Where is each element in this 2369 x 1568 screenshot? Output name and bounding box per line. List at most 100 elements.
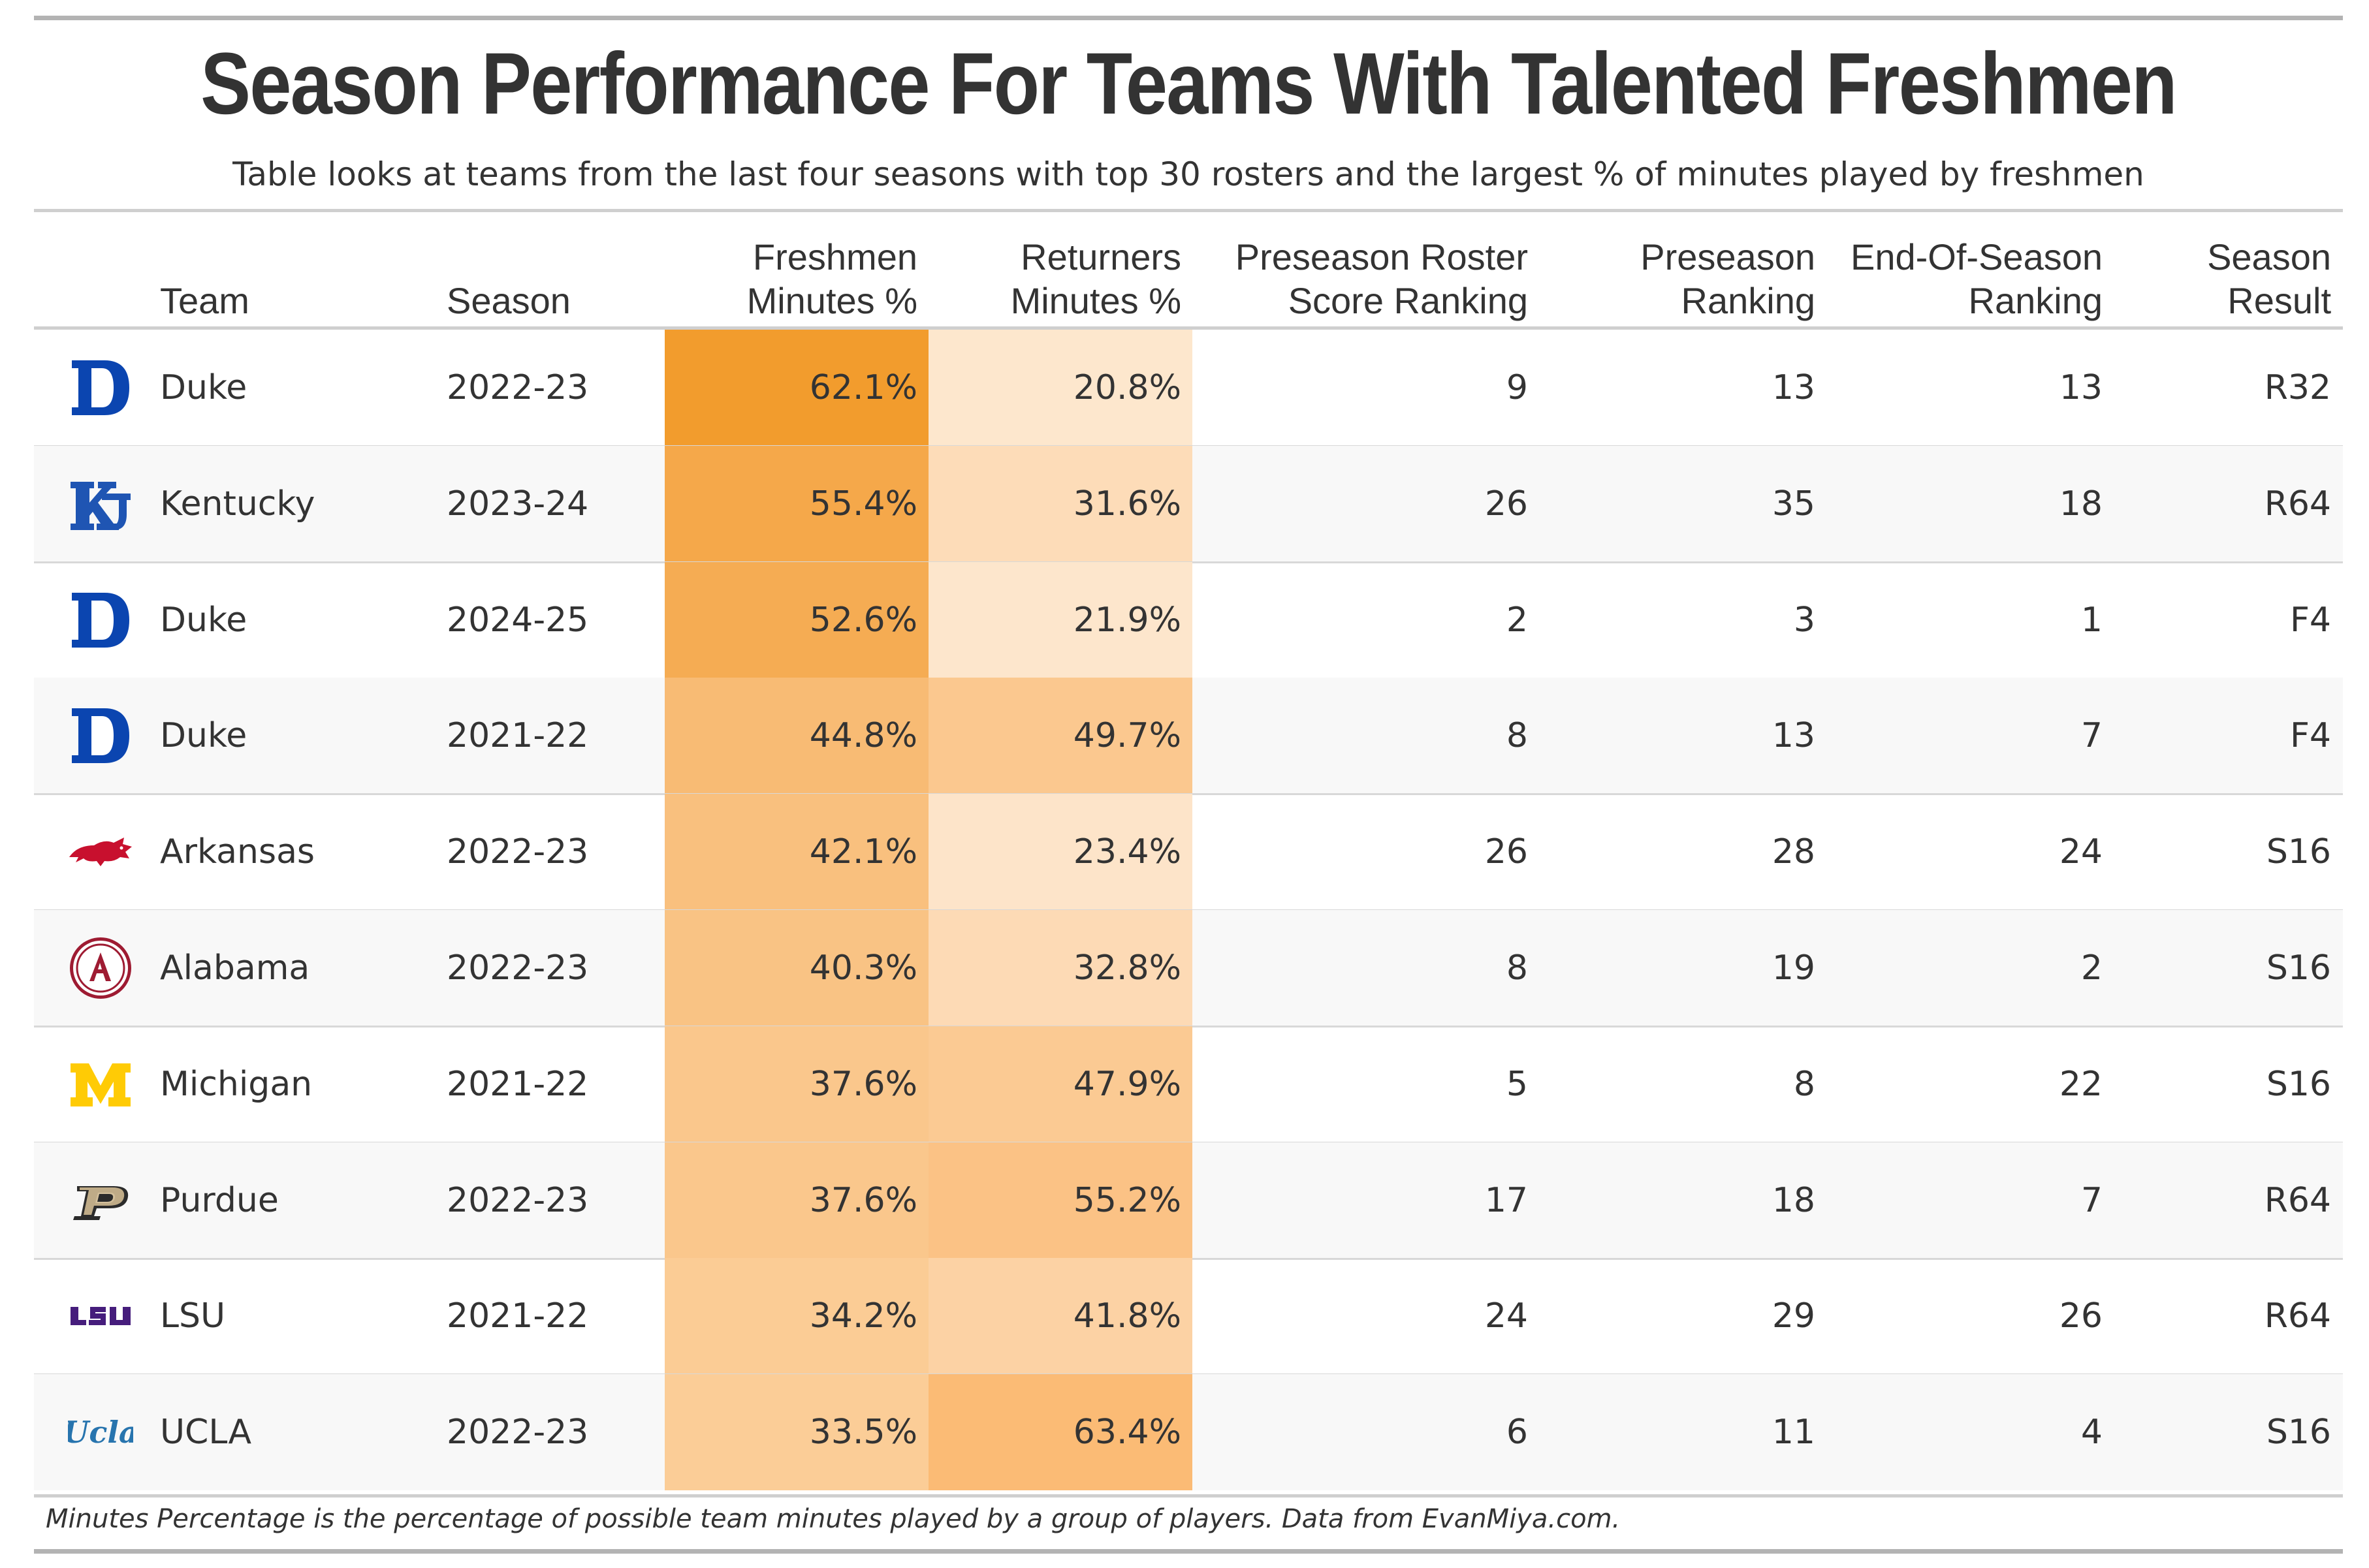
season-cell: 2022-23 bbox=[447, 368, 589, 407]
freshmen-minutes-cell: 44.8% bbox=[809, 716, 917, 756]
header-top-rule bbox=[34, 209, 2343, 212]
table-row: Duke 2021-22 44.8% 49.7% 8 13 7 F4 bbox=[34, 678, 2343, 796]
alabama-logo bbox=[68, 935, 133, 1001]
preseason-rank-cell: 3 bbox=[1793, 600, 1815, 640]
preseason-rank-cell: 35 bbox=[1772, 484, 1815, 524]
header-bottom-rule bbox=[34, 326, 2343, 330]
roster-rank-cell: 26 bbox=[1484, 484, 1528, 524]
end-of-season-rank-cell: 2 bbox=[2080, 949, 2103, 988]
roster-rank-cell: 5 bbox=[1506, 1064, 1528, 1104]
preseason-rank-cell: 8 bbox=[1793, 1064, 1815, 1104]
team-name-cell: LSU bbox=[160, 1296, 226, 1336]
duke-logo bbox=[68, 355, 133, 420]
roster-rank-cell: 8 bbox=[1506, 716, 1528, 756]
end-of-season-rank-cell: 24 bbox=[2059, 832, 2103, 872]
season-result-cell: S16 bbox=[2266, 949, 2331, 988]
team-name-cell: Duke bbox=[160, 600, 247, 640]
freshmen-heat-fill bbox=[665, 1258, 929, 1375]
svg-text:Ucla: Ucla bbox=[68, 1415, 133, 1450]
ucla-logo: Ucla bbox=[63, 1400, 138, 1465]
freshmen-minutes-cell: 52.6% bbox=[809, 600, 917, 640]
preseason-rank-cell: 13 bbox=[1772, 716, 1815, 756]
roster-rank-cell: 24 bbox=[1484, 1296, 1528, 1336]
team-name-cell: UCLA bbox=[160, 1413, 252, 1452]
roster-rank-cell: 8 bbox=[1506, 949, 1528, 988]
season-cell: 2022-23 bbox=[447, 949, 589, 988]
column-header-returners: Returners Minutes % bbox=[929, 225, 1181, 322]
season-result-cell: S16 bbox=[2266, 832, 2331, 872]
season-result-cell: R64 bbox=[2264, 1180, 2331, 1220]
returners-heat-fill bbox=[929, 1142, 1192, 1259]
preseason-rank-cell: 18 bbox=[1772, 1180, 1815, 1220]
table-row: Alabama 2022-23 40.3% 32.8% 8 19 2 S16 bbox=[34, 910, 2343, 1027]
freshmen-heat-fill bbox=[665, 678, 929, 794]
team-name-cell: Arkansas bbox=[160, 832, 315, 872]
table-bottom-rule bbox=[34, 1494, 2343, 1497]
returners-heat-fill bbox=[929, 445, 1192, 562]
season-result-cell: R64 bbox=[2264, 484, 2331, 524]
returners-minutes-cell: 41.8% bbox=[1073, 1296, 1181, 1336]
header-result-line2: Result bbox=[2227, 280, 2331, 321]
season-result-cell: F4 bbox=[2290, 600, 2331, 640]
header-result-line1: Season bbox=[2207, 236, 2331, 277]
returners-heat-fill bbox=[929, 330, 1192, 446]
season-cell: 2022-23 bbox=[447, 1180, 589, 1220]
header-returners-line2: Minutes % bbox=[1010, 280, 1181, 321]
end-of-season-rank-cell: 4 bbox=[2080, 1413, 2103, 1452]
table-row: Kentucky 2023-24 55.4% 31.6% 26 35 18 R64 bbox=[34, 445, 2343, 563]
returners-minutes-cell: 63.4% bbox=[1073, 1413, 1181, 1452]
freshmen-heat-fill bbox=[665, 1142, 929, 1259]
freshmen-minutes-cell: 62.1% bbox=[809, 368, 917, 407]
team-name-cell: Purdue bbox=[160, 1180, 279, 1220]
end-of-season-rank-cell: 22 bbox=[2059, 1064, 2103, 1104]
lsu-logo bbox=[68, 1283, 133, 1349]
header-returners-line1: Returners bbox=[1021, 236, 1181, 277]
roster-rank-cell: 9 bbox=[1506, 368, 1528, 407]
team-name-cell: Duke bbox=[160, 716, 247, 756]
roster-rank-cell: 6 bbox=[1506, 1413, 1528, 1452]
column-header-freshmen: Freshmen Minutes % bbox=[665, 225, 917, 322]
team-name-cell: Duke bbox=[160, 368, 247, 407]
preseason-rank-cell: 13 bbox=[1772, 368, 1815, 407]
returners-heat-fill bbox=[929, 1258, 1192, 1375]
freshmen-heat-fill bbox=[665, 1026, 929, 1142]
returners-minutes-cell: 20.8% bbox=[1073, 368, 1181, 407]
season-cell: 2022-23 bbox=[447, 832, 589, 872]
season-result-cell: F4 bbox=[2290, 716, 2331, 756]
freshmen-minutes-cell: 42.1% bbox=[809, 832, 917, 872]
header-roster-line2: Score Ranking bbox=[1288, 280, 1528, 321]
header-freshmen-line2: Minutes % bbox=[746, 280, 917, 321]
returners-minutes-cell: 23.4% bbox=[1073, 832, 1181, 872]
preseason-rank-cell: 11 bbox=[1772, 1413, 1815, 1452]
season-result-cell: S16 bbox=[2266, 1064, 2331, 1104]
returners-heat-fill bbox=[929, 794, 1192, 911]
top-rule bbox=[34, 16, 2343, 20]
returners-minutes-cell: 31.6% bbox=[1073, 484, 1181, 524]
table-row: Michigan 2021-22 37.6% 47.9% 5 8 22 S16 bbox=[34, 1026, 2343, 1144]
michigan-logo bbox=[68, 1052, 133, 1117]
season-cell: 2021-22 bbox=[447, 1064, 589, 1104]
freshmen-heat-fill bbox=[665, 561, 929, 678]
returners-heat-fill bbox=[929, 1026, 1192, 1142]
end-of-season-rank-cell: 7 bbox=[2080, 716, 2103, 756]
season-cell: 2023-24 bbox=[447, 484, 589, 524]
returners-minutes-cell: 55.2% bbox=[1073, 1180, 1181, 1220]
kentucky-logo bbox=[68, 471, 133, 537]
end-of-season-rank-cell: 18 bbox=[2059, 484, 2103, 524]
table-row: Duke 2024-25 52.6% 21.9% 2 3 1 F4 bbox=[34, 561, 2343, 680]
end-of-season-rank-cell: 26 bbox=[2059, 1296, 2103, 1336]
freshmen-minutes-cell: 37.6% bbox=[809, 1064, 917, 1104]
preseason-rank-cell: 29 bbox=[1772, 1296, 1815, 1336]
header-team-label: Team bbox=[160, 280, 249, 321]
header-roster-line1: Preseason Roster bbox=[1235, 236, 1528, 277]
table-row: Arkansas 2022-23 42.1% 23.4% 26 28 24 S16 bbox=[34, 794, 2343, 912]
column-header-team: Team bbox=[160, 225, 356, 322]
freshmen-heat-fill bbox=[665, 330, 929, 446]
season-result-cell: S16 bbox=[2266, 1413, 2331, 1452]
returners-minutes-cell: 21.9% bbox=[1073, 600, 1181, 640]
freshmen-heat-fill bbox=[665, 794, 929, 911]
end-of-season-rank-cell: 13 bbox=[2059, 368, 2103, 407]
freshmen-minutes-cell: 34.2% bbox=[809, 1296, 917, 1336]
season-result-cell: R64 bbox=[2264, 1296, 2331, 1336]
end-of-season-rank-cell: 1 bbox=[2080, 600, 2103, 640]
